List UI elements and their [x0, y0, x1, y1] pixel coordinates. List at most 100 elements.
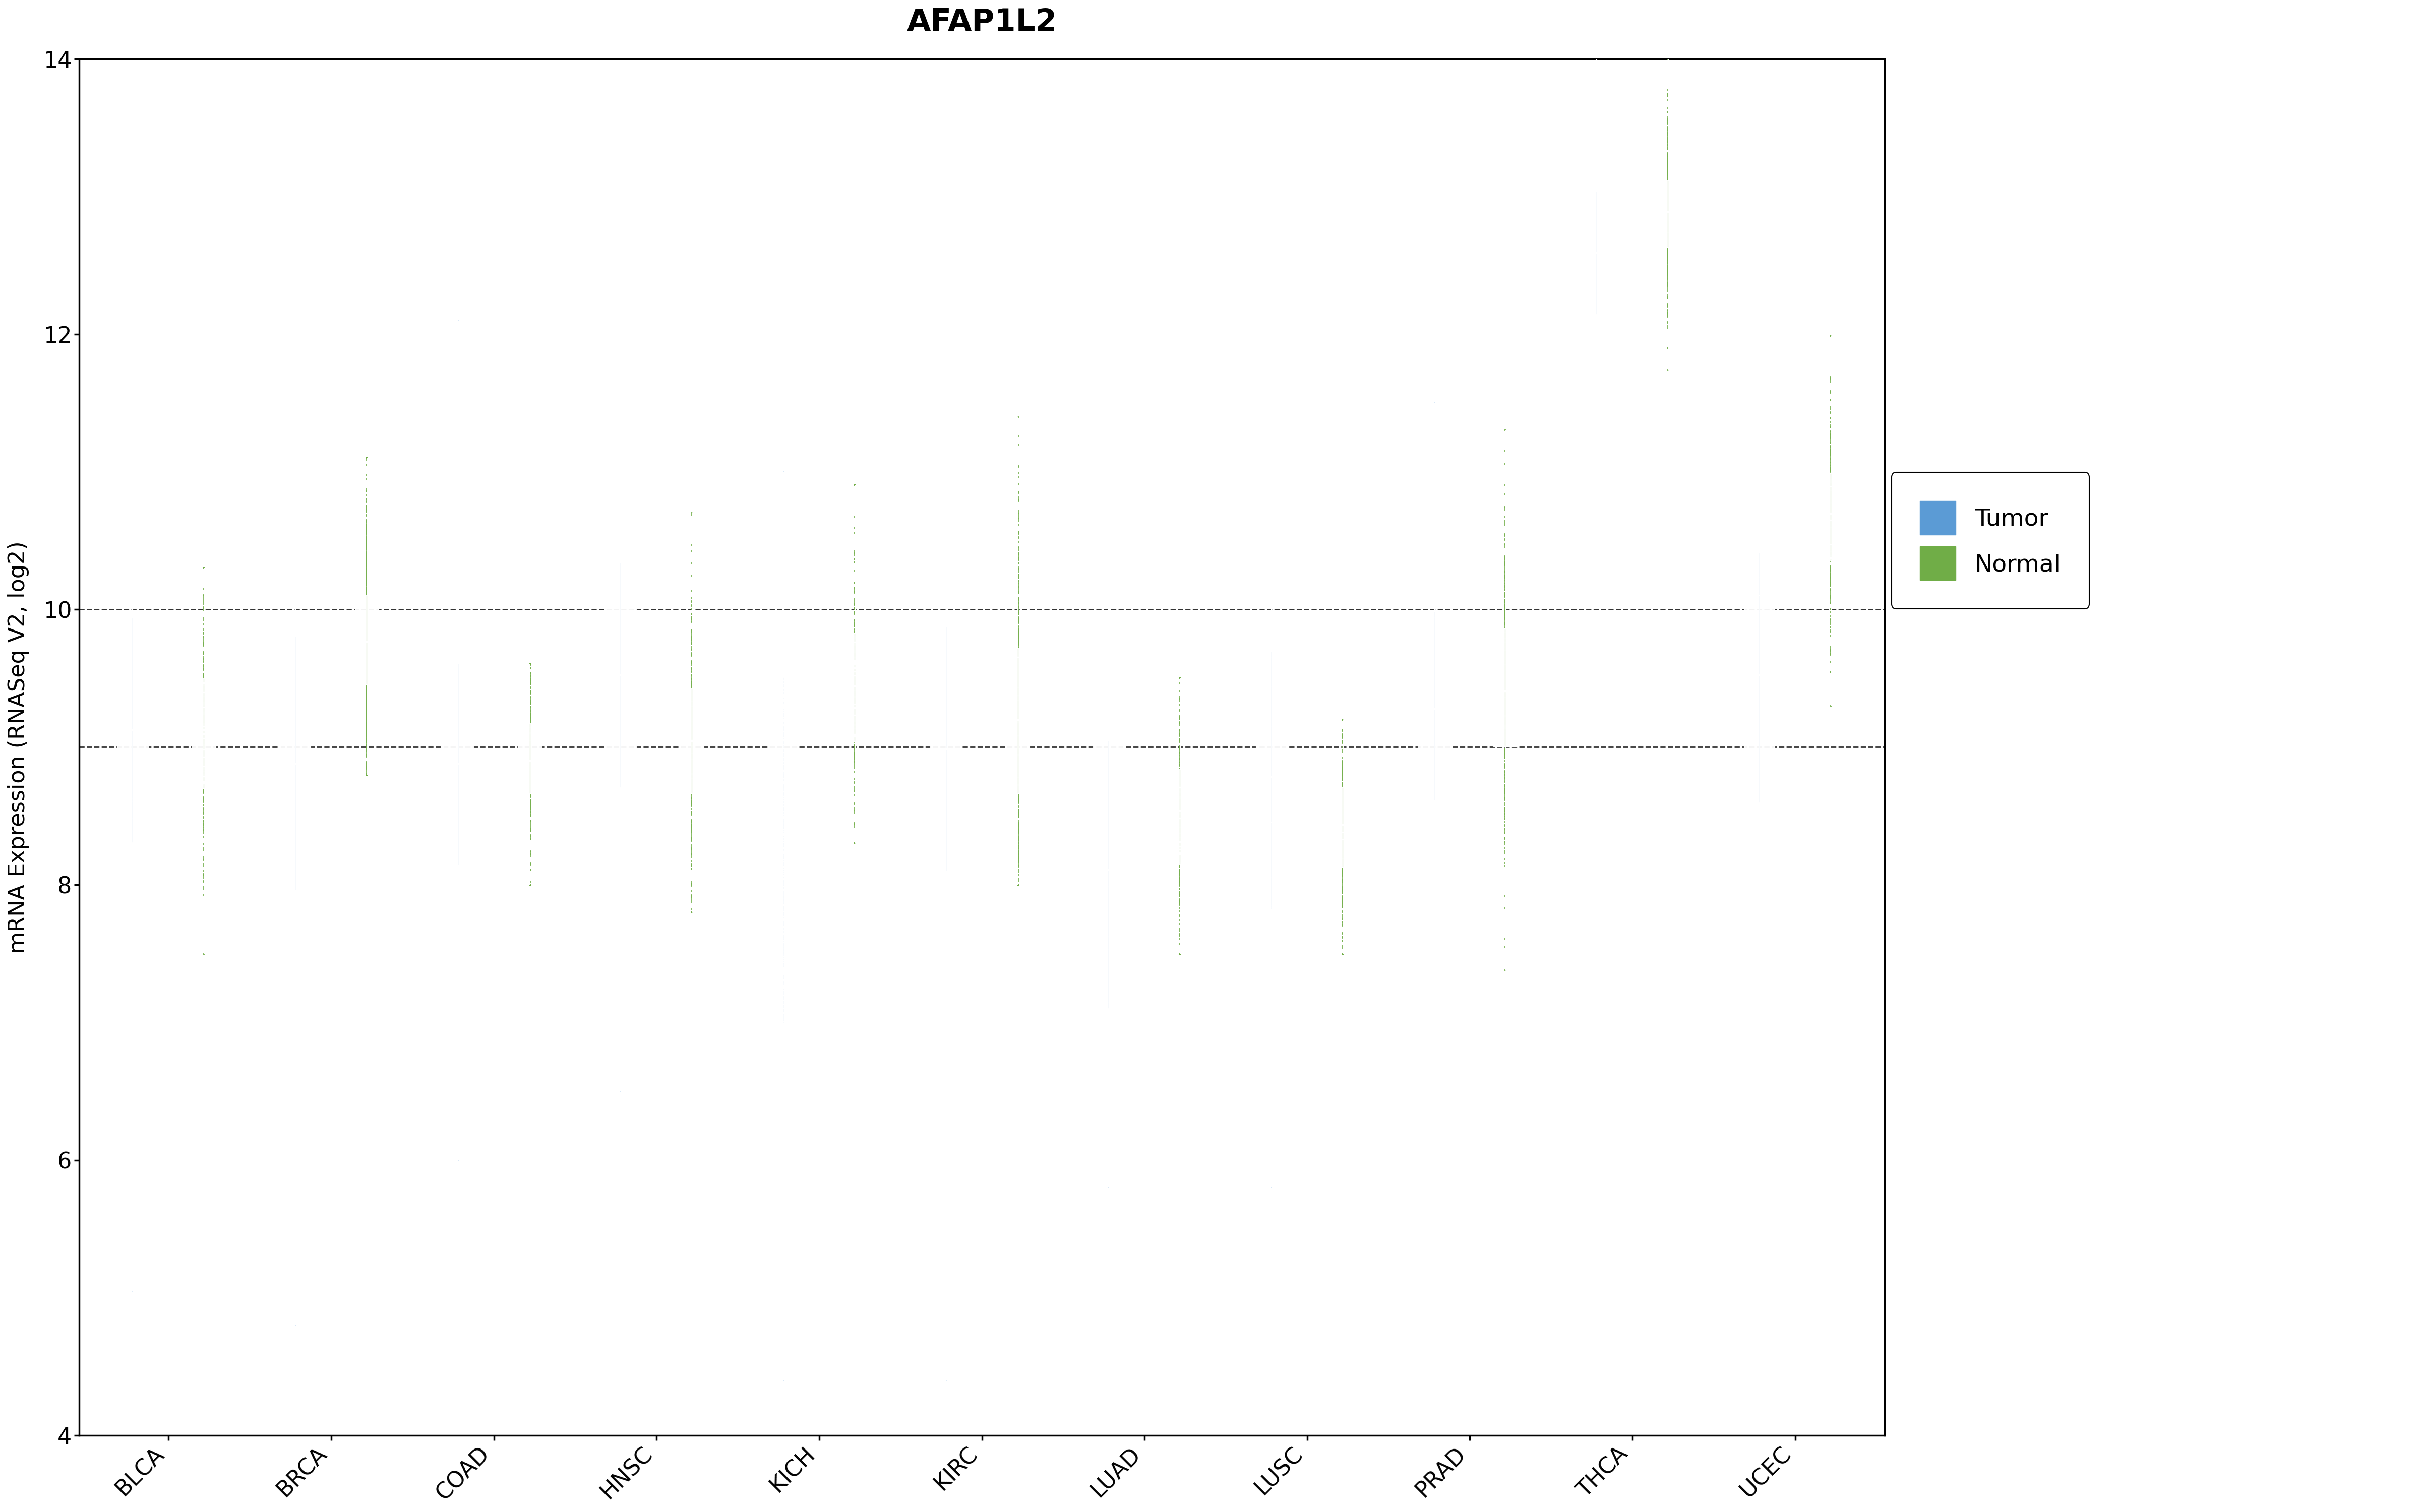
Point — [276, 841, 315, 865]
Point — [1089, 490, 1128, 514]
Point — [603, 736, 641, 761]
Point — [1416, 556, 1454, 581]
Point — [276, 1312, 315, 1337]
Point — [673, 732, 711, 756]
Point — [603, 680, 641, 705]
Point — [1578, 369, 1617, 393]
Point — [1251, 599, 1290, 623]
Point — [927, 980, 966, 1004]
Point — [1089, 888, 1128, 912]
Point — [1740, 617, 1779, 641]
Point — [999, 541, 1038, 565]
Point — [927, 499, 966, 523]
Point — [673, 758, 711, 782]
Point — [603, 832, 641, 856]
Point — [1578, 219, 1617, 243]
Point — [1162, 809, 1200, 833]
Point — [1089, 918, 1128, 942]
Point — [927, 349, 966, 373]
Point — [1578, 139, 1617, 163]
Point — [835, 609, 874, 634]
Point — [1089, 928, 1128, 953]
Point — [276, 579, 315, 603]
Point — [1813, 547, 1851, 572]
Point — [276, 671, 315, 696]
Point — [927, 774, 966, 798]
Point — [1089, 1148, 1128, 1172]
Point — [438, 702, 477, 726]
Point — [276, 833, 315, 857]
Point — [438, 1148, 477, 1172]
Point — [1740, 602, 1779, 626]
Point — [603, 552, 641, 576]
Point — [1648, 257, 1687, 281]
Point — [276, 801, 315, 826]
Point — [438, 848, 477, 872]
Point — [276, 738, 315, 762]
Point — [1089, 939, 1128, 963]
Point — [1740, 691, 1779, 715]
Point — [114, 585, 152, 609]
Point — [276, 1004, 315, 1028]
Point — [1251, 665, 1290, 689]
Point — [1578, 287, 1617, 311]
Point — [673, 726, 711, 750]
Point — [114, 643, 152, 667]
Point — [114, 724, 152, 748]
Point — [1089, 1033, 1128, 1057]
Point — [1416, 726, 1454, 750]
Point — [276, 891, 315, 915]
Point — [1578, 342, 1617, 366]
Point — [927, 780, 966, 804]
Point — [438, 739, 477, 764]
Point — [348, 711, 387, 735]
Point — [1740, 703, 1779, 727]
Point — [927, 839, 966, 863]
Point — [1578, 171, 1617, 195]
Point — [999, 578, 1038, 602]
Point — [603, 813, 641, 838]
Point — [1089, 1175, 1128, 1199]
Point — [1416, 712, 1454, 736]
Point — [114, 1004, 152, 1028]
Point — [276, 954, 315, 978]
Point — [1416, 485, 1454, 510]
Point — [927, 937, 966, 962]
Point — [276, 786, 315, 810]
Point — [1089, 954, 1128, 978]
Point — [184, 677, 223, 702]
Point — [1416, 668, 1454, 692]
Point — [1740, 491, 1779, 516]
Point — [1251, 398, 1290, 422]
Point — [1251, 1061, 1290, 1086]
Point — [1813, 503, 1851, 528]
Point — [276, 863, 315, 888]
Point — [438, 780, 477, 804]
Point — [927, 655, 966, 679]
Point — [1251, 898, 1290, 922]
Point — [1251, 821, 1290, 845]
Point — [603, 614, 641, 638]
Point — [1740, 807, 1779, 832]
Point — [114, 688, 152, 712]
Point — [114, 989, 152, 1013]
Point — [1740, 990, 1779, 1015]
Point — [438, 860, 477, 885]
Point — [1578, 263, 1617, 287]
Point — [114, 885, 152, 909]
Point — [1416, 702, 1454, 726]
Point — [1578, 328, 1617, 352]
Point — [276, 711, 315, 735]
Point — [438, 894, 477, 918]
Point — [1089, 872, 1128, 897]
Point — [1578, 395, 1617, 419]
Point — [1578, 92, 1617, 116]
Point — [1648, 231, 1687, 256]
Point — [1089, 694, 1128, 718]
Point — [438, 658, 477, 682]
Point — [438, 559, 477, 584]
Point — [1324, 868, 1362, 892]
Point — [114, 689, 152, 714]
Point — [114, 618, 152, 643]
Point — [927, 767, 966, 791]
